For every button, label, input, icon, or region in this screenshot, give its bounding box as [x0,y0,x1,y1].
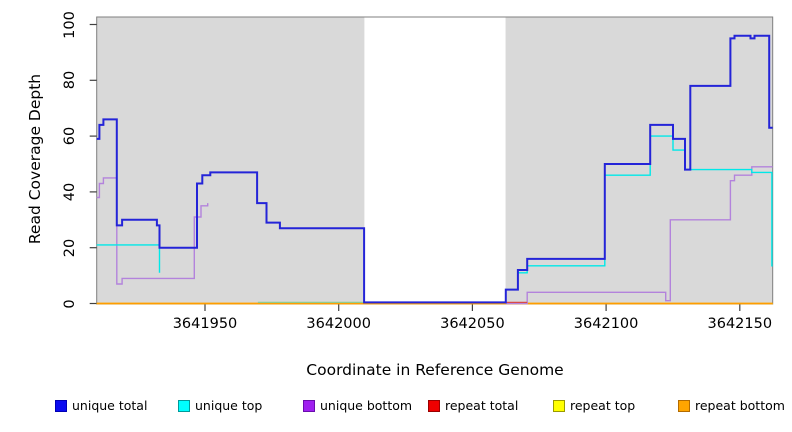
coverage-block-0 [96,17,365,304]
legend-label: repeat bottom [695,398,785,413]
x-tick-label: 3642000 [306,316,371,332]
x-tick-label: 3642150 [707,316,773,332]
y-tick-label: 0 [62,298,78,309]
y-tick-label: 60 [62,126,78,146]
x-axis-title: Coordinate in Reference Genome [306,361,564,379]
legend-swatch-icon [678,400,690,412]
x-tick-label: 3641950 [172,316,238,332]
series-unique-bottom [96,166,773,305]
legend-label: unique top [195,398,263,413]
legend-label: repeat total [445,398,519,413]
legend-swatch-icon [303,400,315,412]
x-tick-label: 3642100 [573,316,639,332]
legend-swatch-icon [55,400,67,412]
legend-label: repeat top [570,398,636,413]
x-tick-label: 3642050 [440,316,505,332]
legend-label: unique total [72,398,148,413]
legend-swatch-icon [178,400,190,412]
legend-swatch-icon [553,400,565,412]
coverage-block-1 [505,17,773,304]
y-tick-label: 20 [62,238,78,257]
y-tick-label: 80 [62,71,78,90]
series-unique-total [96,34,773,304]
y-axis-title: Read Coverage Depth [26,73,44,245]
y-tick-label: 40 [62,182,78,202]
y-tick-label: 100 [62,10,78,39]
legend-swatch-icon [428,400,440,412]
legend-label: unique bottom [320,398,413,413]
